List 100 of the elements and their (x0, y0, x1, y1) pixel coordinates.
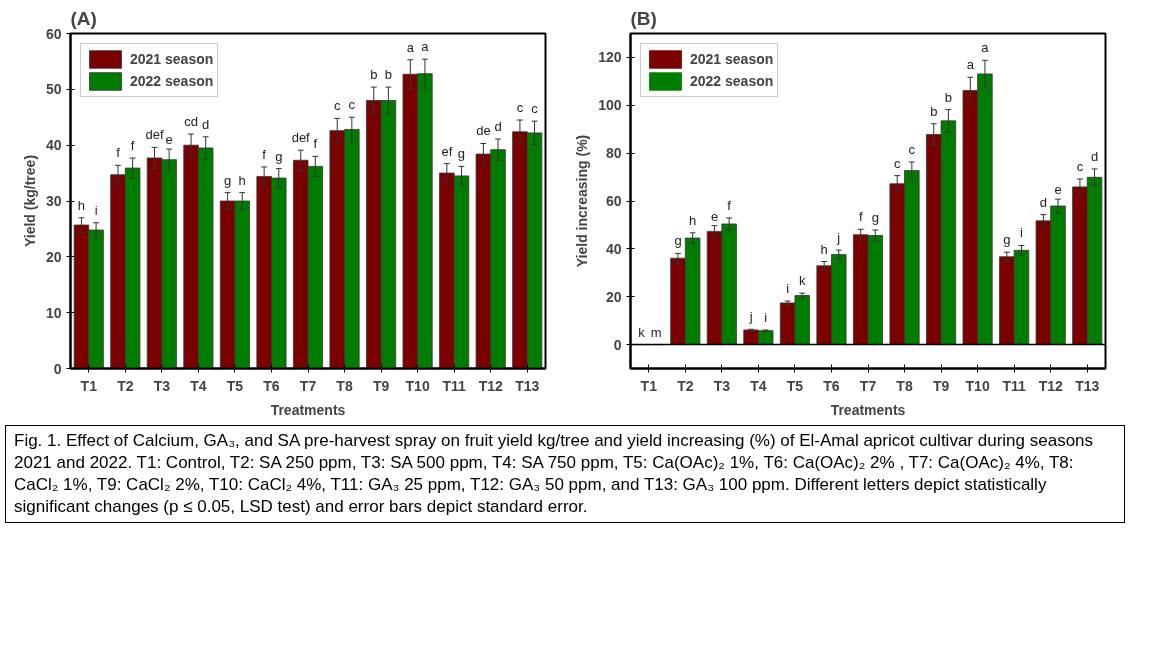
y-tick-label: 60 (45, 25, 62, 42)
data-label: c (333, 98, 341, 114)
data-label: a (981, 40, 990, 56)
data-label: d (202, 116, 210, 132)
y-axis-title: Yield increasing (%) (574, 134, 591, 268)
y-tick-label: 20 (45, 248, 62, 265)
data-label: f (116, 145, 121, 161)
data-label: m (650, 324, 662, 340)
data-label: e (710, 208, 719, 224)
data-label: h (77, 197, 86, 213)
x-tick-label: T9 (932, 377, 950, 394)
data-label: def (145, 127, 164, 143)
data-label: i (764, 309, 768, 325)
data-label: g (275, 148, 283, 164)
x-tick-label: T1 (80, 377, 98, 394)
data-label: a (406, 39, 415, 55)
data-label: g (674, 233, 682, 249)
data-label: h (820, 241, 828, 257)
x-tick-label: T6 (263, 377, 280, 394)
x-tick-label: T10 (405, 377, 430, 394)
data-label: d (494, 119, 502, 134)
y-tick-label: 0 (613, 336, 622, 353)
legend-label: 2022 season (690, 73, 774, 89)
data-label: g (224, 172, 232, 188)
data-label: ef (441, 143, 453, 159)
data-label: i (94, 202, 98, 218)
data-label: a (966, 57, 975, 73)
x-tick-label: T9 (372, 377, 390, 394)
x-tick-label: T3 (713, 377, 731, 394)
data-label: f (727, 197, 732, 213)
data-label: b (944, 89, 952, 105)
data-label: k (638, 324, 646, 340)
x-tick-label: T5 (226, 377, 244, 394)
x-tick-label: T6 (823, 377, 840, 394)
legend-label: 2022 season (130, 73, 214, 89)
data-label: f (130, 137, 135, 153)
legend-label: 2021 season (130, 51, 214, 67)
x-tick-label: T10 (965, 377, 990, 394)
y-tick-label: 80 (605, 145, 622, 162)
x-tick-label: T12 (1038, 377, 1063, 394)
data-label: c (893, 155, 901, 171)
data-label: g (457, 146, 466, 162)
legend-label: 2021 season (690, 51, 774, 67)
x-tick-label: T7 (859, 377, 877, 394)
data-label: d (1039, 194, 1047, 210)
data-label: h (238, 172, 246, 188)
chart-title: (A) (70, 7, 97, 29)
y-tick-label: 60 (605, 193, 622, 209)
data-label: j (748, 309, 753, 325)
caption: Fig. 1. Effect of Calcium, GA₃, and SA pre-harvest spray on fruit yield kg/tree and yield increasing (%) of El-Amal apricot cultivar during seasons 2021 and 2022. T1: Control, T2: SA 250 ppm, T3: SA 500 ppm, T4: SA 750 ppm, T5: Ca(OAc)₂ 1%, T6: Ca(OAc)₂ 2% , T7: Ca(OAc)₂ 4%, T8: CaCl₂ 1%, T9: CaCl₂ 2%, T10: CaCl₂ 4%, T11: GA₃ 25 ppm, T12: GA₃ 50 ppm, and T13: GA₃ 100 ppm. Different letters depict statistically significant changes (p ≤ 0.05, LSD test) and error bars depict standard error. (14, 430, 1095, 519)
x-tick-label: T5 (786, 377, 804, 394)
data-label: c (348, 97, 356, 113)
x-tick-label: T7 (299, 377, 317, 394)
data-label: def (291, 130, 311, 146)
x-tick-label: T13 (1075, 377, 1100, 394)
y-tick-label: 100 (598, 97, 622, 114)
x-tick-label: T2 (677, 377, 694, 394)
x-tick-label: T1 (640, 377, 658, 394)
y-tick-label: 40 (605, 240, 622, 257)
data-label: de (476, 123, 491, 139)
y-tick-label: 0 (53, 360, 62, 377)
data-label: i (1020, 225, 1024, 241)
x-tick-label: T3 (153, 377, 171, 394)
x-tick-label: T2 (117, 377, 134, 394)
x-axis-title: Treatments (270, 401, 346, 418)
data-label: cd (184, 113, 198, 129)
data-label: c (1076, 158, 1084, 174)
data-label: g (1003, 232, 1011, 248)
data-label: c (516, 100, 524, 116)
data-label: g (871, 209, 879, 225)
data-label: b (384, 67, 392, 83)
x-tick-label: T8 (336, 377, 353, 394)
data-label: i (786, 281, 790, 296)
data-label: c (908, 141, 916, 157)
y-tick-label: 50 (45, 81, 62, 98)
data-label: b (370, 67, 378, 83)
data-label: a (421, 39, 430, 55)
y-tick-label: 40 (45, 137, 62, 154)
data-label: f (858, 209, 863, 225)
x-tick-label: T12 (478, 377, 503, 394)
data-label: f (262, 146, 267, 162)
y-tick-label: 30 (45, 193, 62, 209)
chart-title: (B) (630, 7, 657, 29)
x-axis-title: Treatments (830, 401, 906, 418)
x-tick-label: T4 (190, 377, 207, 394)
data-label: k (798, 273, 806, 289)
y-tick-label: 10 (45, 304, 62, 321)
x-tick-label: T11 (442, 377, 467, 394)
data-label: d (1090, 148, 1099, 164)
x-tick-label: T8 (896, 377, 913, 394)
data-label: e (165, 132, 173, 148)
data-label: h (689, 212, 697, 228)
data-label: e (1054, 182, 1062, 198)
x-tick-label: T13 (515, 377, 540, 394)
x-tick-label: T11 (1002, 377, 1027, 394)
data-label: b (930, 103, 938, 119)
x-tick-label: T4 (750, 377, 767, 394)
data-label: f (313, 136, 318, 152)
y-axis-title: Yield (kg/tree) (21, 154, 38, 248)
y-tick-label: 120 (598, 49, 622, 66)
